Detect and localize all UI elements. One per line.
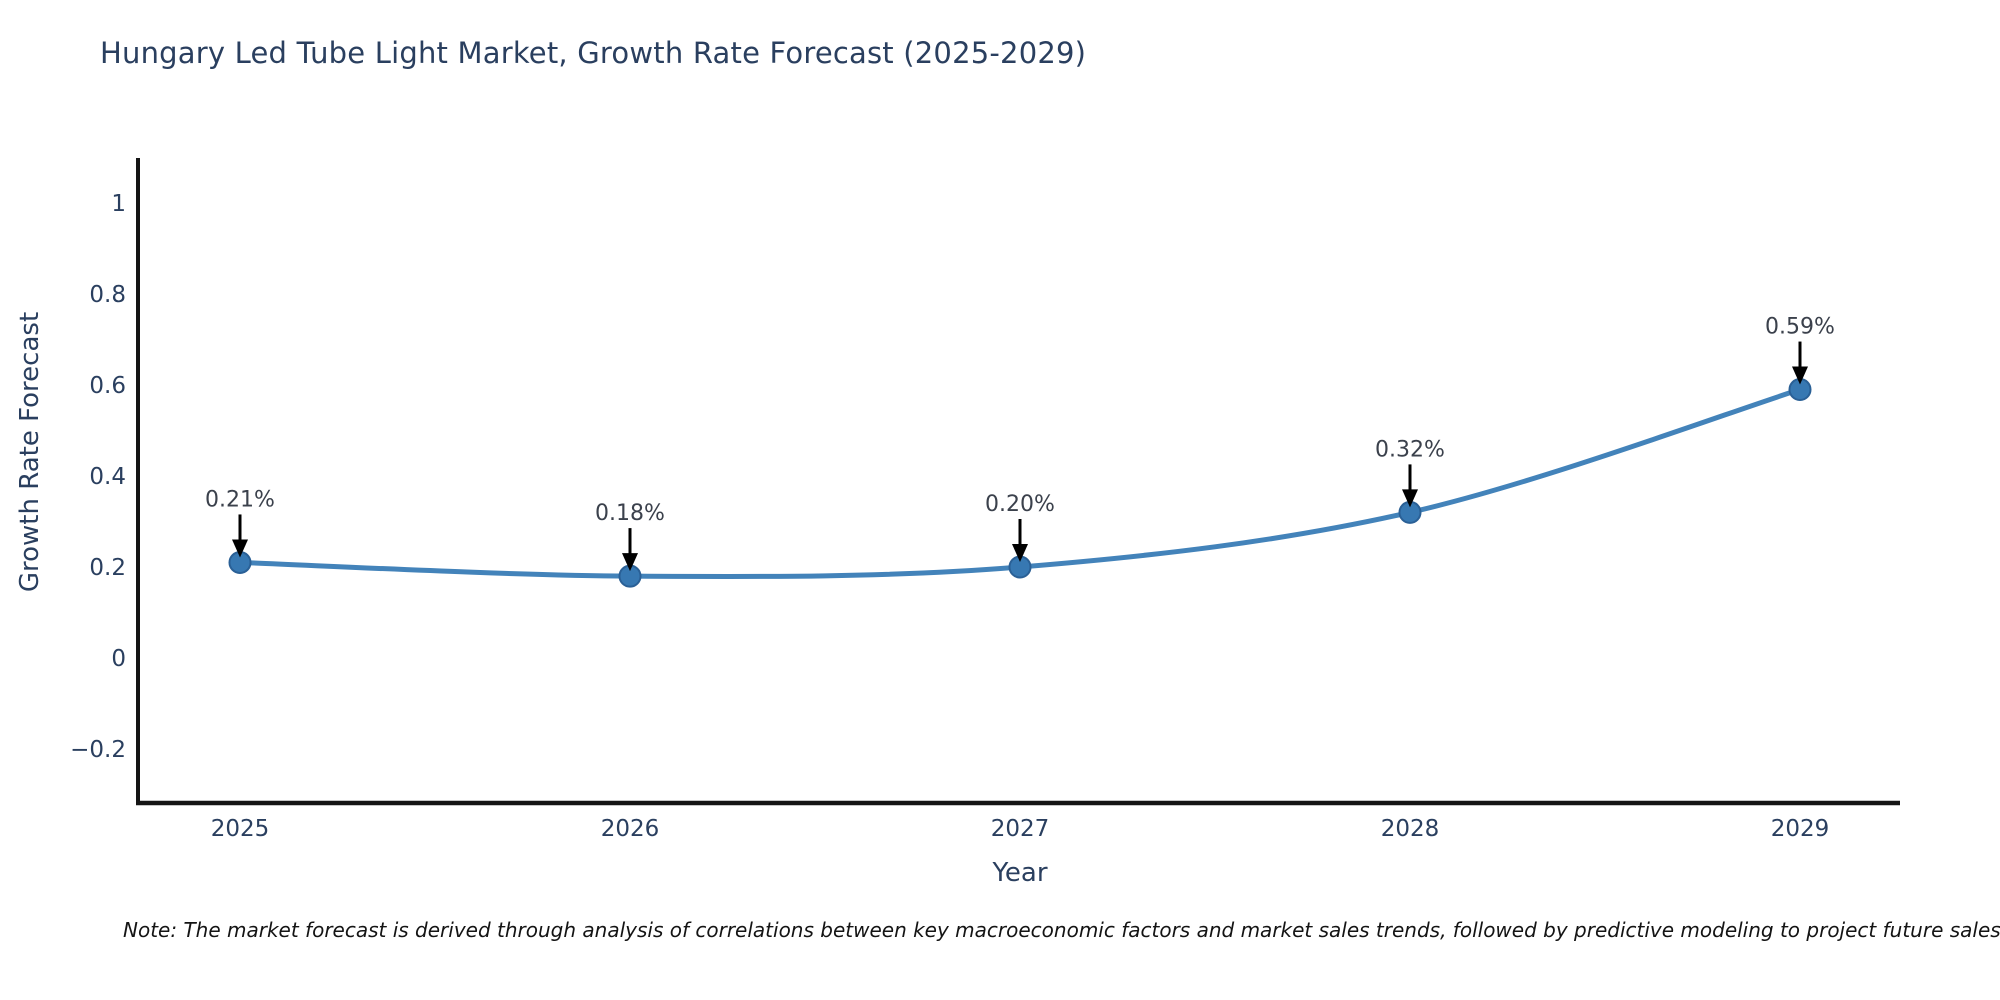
x-tick-label: 2028	[1381, 816, 1440, 842]
y-tick-label: −0.2	[70, 737, 126, 763]
y-tick-label: 0.8	[89, 282, 126, 308]
y-tick-label: 1	[111, 191, 126, 217]
y-tick-label: 0.4	[89, 464, 126, 490]
chart-title: Hungary Led Tube Light Market, Growth Ra…	[100, 36, 1087, 70]
x-axis-title: Year	[992, 858, 1048, 888]
data-point-label: 0.20%	[985, 492, 1055, 517]
footnote: Note: The market forecast is derived thr…	[123, 918, 2000, 942]
data-point-label: 0.32%	[1375, 437, 1445, 462]
x-tick-label: 2027	[991, 816, 1050, 842]
x-tick-label: 2029	[1771, 816, 1830, 842]
annotation-arrow-head	[622, 553, 638, 572]
data-point-label: 0.18%	[595, 501, 665, 526]
annotation-arrow-head	[232, 539, 248, 558]
data-point-label: 0.21%	[205, 487, 275, 512]
y-tick-label: 0.2	[89, 555, 126, 581]
data-point-label: 0.59%	[1765, 315, 1835, 340]
x-tick-label: 2025	[211, 816, 270, 842]
y-tick-label: 0.6	[89, 373, 126, 399]
annotation-arrow-head	[1402, 489, 1418, 508]
annotation-arrow-head	[1012, 544, 1028, 562]
annotation-arrow-head	[1792, 366, 1808, 385]
y-tick-label: 0	[111, 646, 126, 672]
x-tick-label: 2026	[601, 816, 660, 842]
